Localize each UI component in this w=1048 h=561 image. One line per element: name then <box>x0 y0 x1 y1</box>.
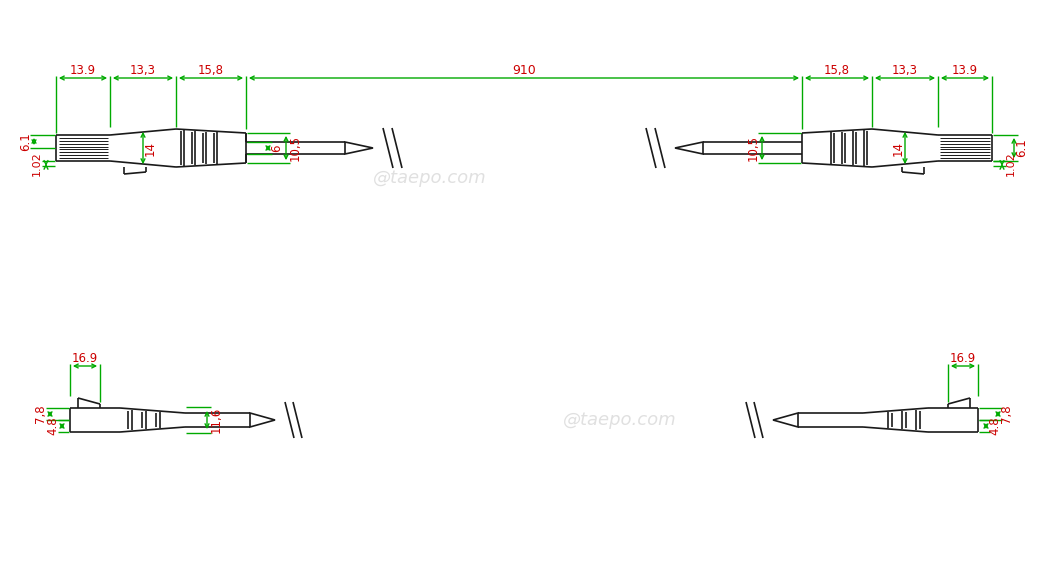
Text: 10,5: 10,5 <box>288 135 302 161</box>
Text: 6: 6 <box>270 144 284 151</box>
Text: @taepo.com: @taepo.com <box>373 169 487 187</box>
Text: 1.02: 1.02 <box>32 151 42 176</box>
Text: 16.9: 16.9 <box>949 352 976 365</box>
Text: 11,6: 11,6 <box>210 407 222 433</box>
Text: 910: 910 <box>512 63 536 76</box>
Text: 1.02: 1.02 <box>1006 151 1016 176</box>
Text: 7,8: 7,8 <box>1001 404 1013 424</box>
Text: 4.8: 4.8 <box>46 417 60 435</box>
Text: 14: 14 <box>144 140 156 155</box>
Text: 13.9: 13.9 <box>70 63 96 76</box>
Text: 6.1: 6.1 <box>1016 139 1028 158</box>
Text: 13,3: 13,3 <box>892 63 918 76</box>
Text: @taepo.com: @taepo.com <box>563 411 677 429</box>
Text: 15,8: 15,8 <box>198 63 224 76</box>
Text: 6.1: 6.1 <box>20 132 32 151</box>
Text: 10,5: 10,5 <box>746 135 760 161</box>
Text: 7,8: 7,8 <box>35 404 47 424</box>
Text: 15,8: 15,8 <box>824 63 850 76</box>
Text: 13.9: 13.9 <box>952 63 978 76</box>
Text: 16.9: 16.9 <box>72 352 99 365</box>
Text: 13,3: 13,3 <box>130 63 156 76</box>
Text: 4.8: 4.8 <box>988 417 1002 435</box>
Text: 14: 14 <box>892 140 904 155</box>
